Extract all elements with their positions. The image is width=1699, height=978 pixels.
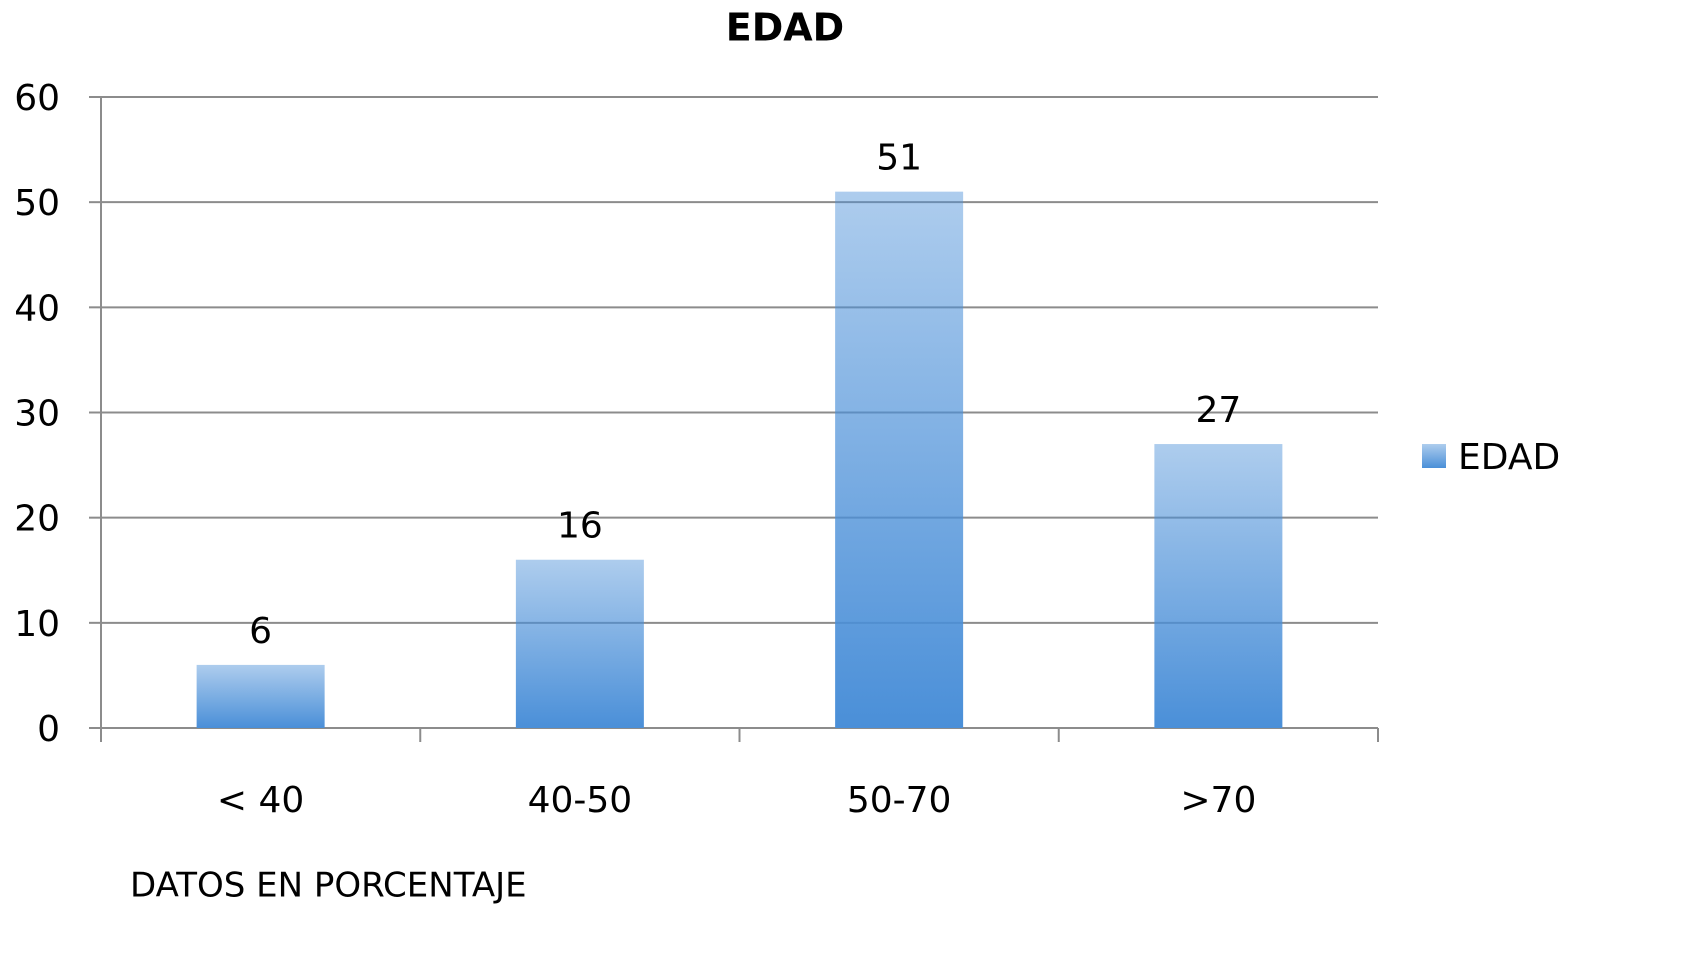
annotation: DATOS EN PORCENTAJE [130,866,527,906]
y-tick-label: 50 [14,183,60,224]
bar [835,191,964,728]
bar [196,664,325,728]
bar [515,559,644,728]
legend-label: EDAD [1458,437,1560,478]
y-tick-label: 0 [37,709,60,750]
x-tick-label: < 40 [217,780,304,821]
y-tick-label: 20 [14,499,60,540]
legend-swatch [1422,444,1446,468]
y-tick-label: 40 [14,288,60,329]
data-label: 16 [557,506,603,547]
chart-title: EDAD [726,6,844,50]
y-tick-label: 60 [14,78,60,119]
x-tick-label: 50-70 [847,780,952,821]
data-label: 27 [1195,390,1241,431]
y-tick-label: 30 [14,394,60,435]
y-tick-label: 10 [14,604,60,645]
data-label: 51 [876,138,922,179]
data-label: 6 [249,611,272,652]
x-tick-label: >70 [1180,780,1256,821]
x-tick-label: 40-50 [528,780,633,821]
bar [1154,444,1283,728]
